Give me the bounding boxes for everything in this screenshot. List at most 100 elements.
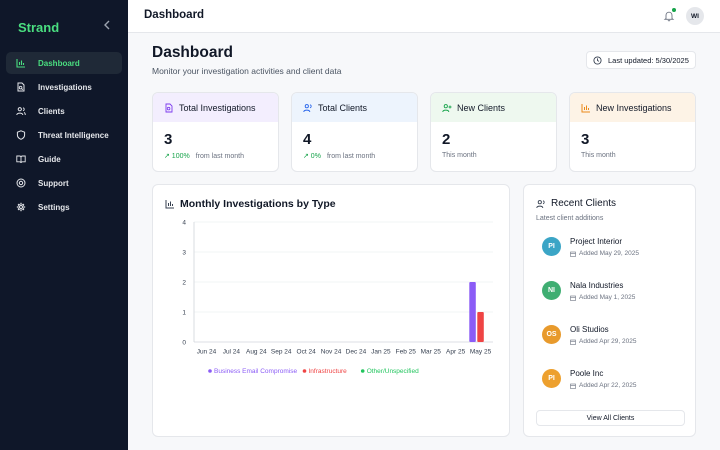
client-date-text: Added Apr 22, 2025 <box>579 382 637 389</box>
stat-card-header: New Investigations <box>570 93 695 122</box>
legend-label: Infrastructure <box>309 368 348 375</box>
calendar-icon <box>570 339 576 345</box>
bell-icon[interactable] <box>663 9 675 22</box>
stat-label: Total Clients <box>318 102 368 113</box>
client-avatar: OS <box>542 325 561 344</box>
recent-clients-card: Recent Clients Latest client additions P… <box>523 184 696 437</box>
client-list-item[interactable]: NI Nala Industries Added May 1, 2025 <box>542 281 692 311</box>
sidebar: Strand Dashboard Investigations Clients … <box>0 0 128 450</box>
users-icon <box>536 199 545 208</box>
users-icon <box>16 106 26 116</box>
x-tick-label: Jun 24 <box>197 349 217 356</box>
recent-clients-subtitle: Latest client additions <box>536 215 604 222</box>
recent-clients-title: Recent Clients <box>536 198 616 209</box>
x-tick-label: Oct 24 <box>297 349 317 356</box>
last-updated-text: Last updated: 5/30/2025 <box>608 55 689 65</box>
stat-footer-text: from last month <box>326 152 376 160</box>
stat-footer: ↗ 0% from last month <box>303 152 376 161</box>
client-date: Added Apr 29, 2025 <box>570 338 636 345</box>
sidebar-item-label: Clients <box>38 106 65 116</box>
stat-card-total-clients: Total Clients 4 ↗ 0% from last month <box>291 92 418 172</box>
client-date: Added May 1, 2025 <box>570 294 635 301</box>
y-tick-label: 2 <box>182 280 186 287</box>
monthly-investigations-chart-card: 0 1 2 3 4 Jun 24 Jul 24 Aug 24 Sep 24 Oct 24 Nov 2… <box>152 184 510 437</box>
chevron-left-icon[interactable] <box>103 20 111 33</box>
bar <box>469 282 476 342</box>
client-date: Added May 29, 2025 <box>570 250 639 257</box>
last-updated-badge: Last updated: 5/30/2025 <box>586 51 696 69</box>
calendar-icon <box>570 383 576 389</box>
stat-trend: ↗ 0% <box>303 153 321 160</box>
brand-logo[interactable]: Strand <box>18 20 60 35</box>
gear-icon <box>16 202 26 212</box>
client-avatar: PI <box>542 237 561 256</box>
y-tick-label: 1 <box>182 310 186 317</box>
x-tick-label: Jan 25 <box>371 349 391 356</box>
calendar-icon <box>570 295 576 301</box>
client-name: Project Interior <box>570 237 623 246</box>
client-name: Nala Industries <box>570 281 624 290</box>
bar-chart: 0 1 2 3 4 Jun 24 Jul 24 Aug 24 Sep 24 Oct 24 Nov 2… <box>182 220 493 375</box>
y-tick-label: 3 <box>182 250 186 257</box>
bar <box>477 312 484 342</box>
sidebar-item-dashboard[interactable]: Dashboard <box>6 52 122 74</box>
sidebar-item-support[interactable]: Support <box>6 172 122 194</box>
view-all-clients-button[interactable]: View All Clients <box>536 410 685 426</box>
stat-value: 3 <box>164 131 173 148</box>
legend-swatch <box>208 369 212 373</box>
stat-footer: This month <box>442 152 477 159</box>
chart-title: Monthly Investigations by Type <box>165 198 336 210</box>
client-list-item[interactable]: PI Poole Inc Added Apr 22, 2025 <box>542 369 692 399</box>
stat-value: 4 <box>303 131 312 148</box>
sidebar-item-threat-intelligence[interactable]: Threat Intelligence <box>6 124 122 146</box>
x-tick-label: Feb 25 <box>396 349 417 356</box>
stat-footer-text: This month <box>581 152 616 159</box>
sidebar-item-investigations[interactable]: Investigations <box>6 76 122 98</box>
x-tick-label: Nov 24 <box>321 349 342 356</box>
shield-icon <box>16 130 26 140</box>
client-name: Oli Studios <box>570 325 609 334</box>
x-tick-label: Mar 25 <box>421 349 442 356</box>
topbar: Dashboard WI <box>128 0 720 33</box>
stat-trend: ↗ 100% <box>164 153 190 160</box>
x-tick-label: May 25 <box>470 349 492 356</box>
page-subtitle: Monitor your investigation activities an… <box>152 66 342 76</box>
recent-clients-title-text: Recent Clients <box>551 198 617 209</box>
sidebar-nav: Dashboard Investigations Clients Threat … <box>6 52 122 220</box>
stat-value: 2 <box>442 131 451 148</box>
stat-card-header: Total Clients <box>292 93 417 122</box>
client-list-item[interactable]: OS Oli Studios Added Apr 29, 2025 <box>542 325 692 355</box>
sidebar-item-label: Support <box>38 178 69 188</box>
bar-chart-icon <box>165 200 174 209</box>
file-search-icon <box>165 103 173 112</box>
x-tick-label: Apr 25 <box>446 349 466 356</box>
sidebar-item-label: Threat Intelligence <box>38 130 109 140</box>
x-tick-label: Aug 24 <box>246 349 267 356</box>
avatar[interactable]: WI <box>686 7 704 25</box>
client-list-item[interactable]: PI Project Interior Added May 29, 2025 <box>542 237 692 267</box>
life-buoy-icon <box>16 178 26 188</box>
stat-card-total-investigations: Total Investigations 3 ↗ 100% from last … <box>152 92 279 172</box>
y-tick-label: 4 <box>182 220 186 227</box>
sidebar-item-label: Investigations <box>38 82 92 92</box>
client-avatar: NI <box>542 281 561 300</box>
book-open-icon <box>16 154 26 164</box>
legend-swatch <box>302 369 307 373</box>
sidebar-item-label: Dashboard <box>38 58 80 68</box>
stat-label: New Investigations <box>596 102 672 113</box>
user-plus-icon <box>442 103 452 112</box>
x-tick-label: Jul 24 <box>223 349 241 356</box>
sidebar-item-label: Guide <box>38 154 61 164</box>
clock-icon <box>593 55 602 65</box>
stat-value: 3 <box>581 131 590 148</box>
legend-label: Other/Unspecified <box>367 368 419 375</box>
sidebar-item-guide[interactable]: Guide <box>6 148 122 170</box>
client-avatar: PI <box>542 369 561 388</box>
sidebar-item-settings[interactable]: Settings <box>6 196 122 218</box>
y-tick-label: 0 <box>182 340 186 347</box>
chart-title-text: Monthly Investigations by Type <box>180 198 336 210</box>
stat-footer-text: from last month <box>195 152 244 160</box>
sidebar-item-clients[interactable]: Clients <box>6 100 122 122</box>
client-date-text: Added Apr 29, 2025 <box>579 338 637 345</box>
sidebar-item-label: Settings <box>38 202 70 212</box>
